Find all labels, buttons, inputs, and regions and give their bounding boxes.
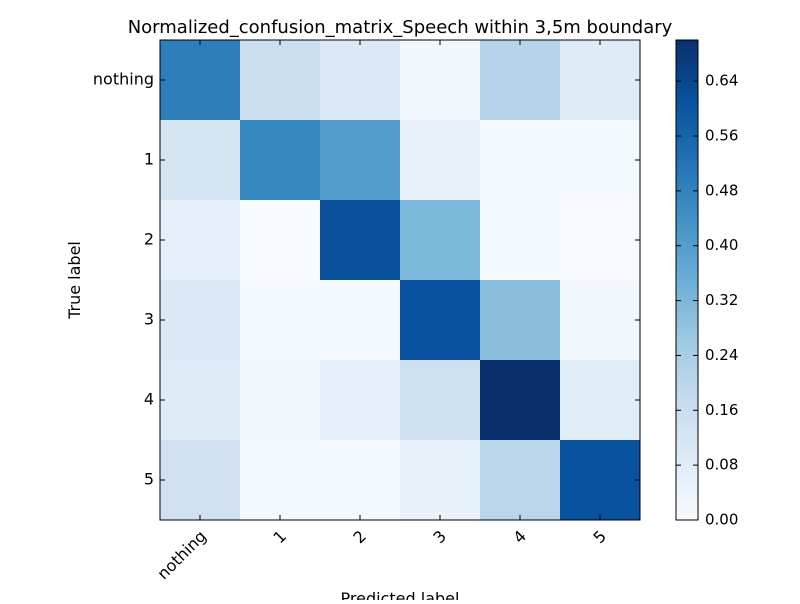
heatmap-cell xyxy=(160,120,241,201)
colorbar-tick-label: 0.32 xyxy=(705,291,738,309)
y-tick-label: 5 xyxy=(144,470,154,489)
y-tick-label: nothing xyxy=(93,70,154,89)
colorbar-ticks: 0.00 0.08 0.16 0.24 0.32 0.40 0.48 0.56 0.64 xyxy=(676,72,738,529)
x-axis-label: Predicted label xyxy=(341,589,460,600)
heatmap-cell xyxy=(160,40,241,121)
y-tick-label: 4 xyxy=(144,390,154,409)
heatmap-cell xyxy=(160,440,241,521)
heatmap-cell xyxy=(560,120,641,201)
x-tick-label: 2 xyxy=(349,527,370,548)
y-axis-label: True label xyxy=(65,241,84,320)
heatmap-cell xyxy=(320,40,401,121)
y-tick-label: 2 xyxy=(144,230,154,249)
heatmap-cell xyxy=(240,360,321,441)
heatmap-cell xyxy=(320,200,401,281)
y-tick-label: 3 xyxy=(144,310,154,329)
heatmap-cells xyxy=(160,40,641,521)
heatmap-cell xyxy=(560,200,641,281)
heatmap-cell xyxy=(240,200,321,281)
heatmap-cell xyxy=(320,120,401,201)
colorbar: 0.00 0.08 0.16 0.24 0.32 0.40 0.48 0.56 0.64 xyxy=(675,39,738,529)
heatmap-cell xyxy=(320,440,401,521)
colorbar-tick-label: 0.00 xyxy=(705,511,738,529)
heatmap-cell xyxy=(400,440,481,521)
heatmap-cell xyxy=(240,440,321,521)
heatmap-cell xyxy=(400,120,481,201)
colorbar-tick-label: 0.40 xyxy=(705,236,738,254)
heatmap-cell xyxy=(160,200,241,281)
heatmap-cell xyxy=(400,360,481,441)
heatmap-cell xyxy=(400,280,481,361)
y-tick-label: 1 xyxy=(144,150,154,169)
colorbar-tick-label: 0.24 xyxy=(705,346,738,364)
heatmap-cell xyxy=(400,40,481,121)
heatmap-cell xyxy=(480,440,561,521)
heatmap-cell xyxy=(400,200,481,281)
heatmap-cell xyxy=(560,280,641,361)
heatmap-cell xyxy=(560,40,641,121)
x-tick-label: 5 xyxy=(589,527,610,548)
x-tick-label: 1 xyxy=(269,527,290,548)
x-tick-label: 4 xyxy=(509,527,530,548)
heatmap-cell xyxy=(560,440,641,521)
heatmap-cell xyxy=(480,200,561,281)
heatmap-cell xyxy=(560,360,641,441)
heatmap-cell xyxy=(480,120,561,201)
heatmap-cell xyxy=(320,280,401,361)
colorbar-tick-label: 0.64 xyxy=(705,72,738,90)
heatmap-cell xyxy=(160,280,241,361)
colorbar-tick-label: 0.56 xyxy=(705,127,738,145)
heatmap-cell xyxy=(320,360,401,441)
x-tick-label: 3 xyxy=(429,527,450,548)
y-axis-ticks: nothing 1 2 3 4 5 xyxy=(93,70,640,489)
heatmap-cell xyxy=(480,280,561,361)
plot-frame xyxy=(159,39,641,521)
colorbar-tick-label: 0.16 xyxy=(705,401,738,419)
heatmap-cell xyxy=(240,280,321,361)
heatmap-cell xyxy=(240,40,321,121)
heatmap-cell xyxy=(480,360,561,441)
colorbar-gradient xyxy=(675,39,699,521)
colorbar-tick-label: 0.08 xyxy=(705,456,738,474)
heatmap-cell xyxy=(480,40,561,121)
chart-title: Normalized_confusion_matrix_Speech withi… xyxy=(128,17,673,38)
heatmap-cell xyxy=(160,360,241,441)
heatmap-cell xyxy=(240,120,321,201)
x-tick-label: nothing xyxy=(153,527,210,584)
colorbar-tick-label: 0.48 xyxy=(705,181,738,199)
